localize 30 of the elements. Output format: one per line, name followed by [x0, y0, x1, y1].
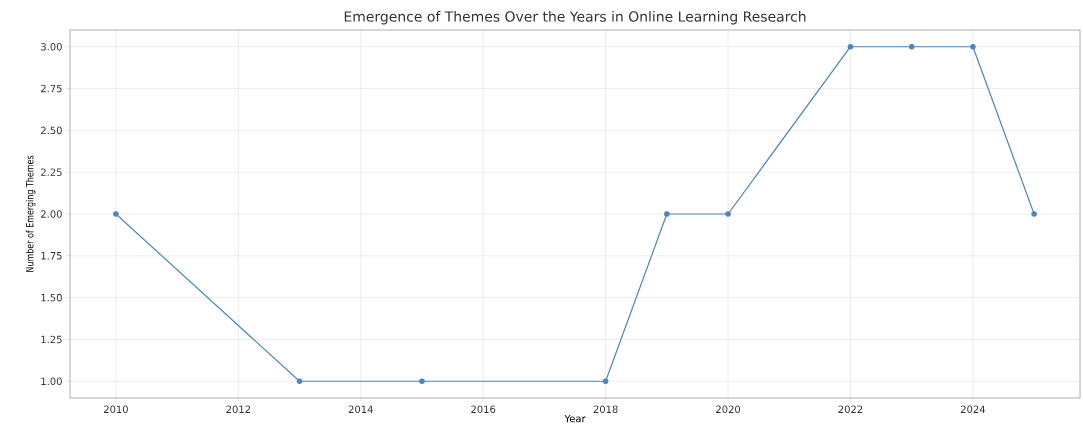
y-tick-label: 2.75: [41, 84, 62, 93]
point: [1031, 211, 1037, 217]
point: [847, 43, 854, 50]
y-tick-label: 1.50: [41, 293, 62, 302]
x-tick-label: 2012: [226, 405, 251, 414]
point: [419, 378, 425, 385]
x-tick-label: 2016: [471, 405, 496, 414]
x-tick-label: 2014: [348, 405, 373, 414]
x-tick-label: 2022: [838, 405, 863, 414]
point: [725, 211, 731, 217]
point: [296, 378, 303, 385]
y-axis-title: Number of Emerging Themes: [25, 155, 36, 272]
y-tick-label: 3.00: [41, 42, 62, 51]
chart-title: Emergence of Themes Over the Years in Online Learning Research: [344, 11, 806, 25]
point: [113, 211, 119, 217]
y-tick-label: 2.00: [41, 210, 62, 218]
y-tick-label: 1.75: [41, 252, 62, 260]
x-axis-title: Year: [564, 414, 586, 423]
point: [664, 211, 670, 217]
x-tick-label: 2018: [593, 405, 618, 414]
y-tick-label: 1.25: [41, 335, 62, 344]
point: [970, 43, 976, 50]
y-tick-label: 2.50: [41, 126, 62, 135]
point: [602, 378, 609, 385]
y-tick-label: 2.25: [41, 168, 62, 176]
point: [908, 43, 915, 50]
x-tick-label: 2020: [716, 405, 741, 414]
x-tick-label: 2024: [960, 405, 986, 414]
y-tick-label: 1.00: [41, 377, 62, 386]
x-tick-label: 2010: [103, 405, 128, 414]
